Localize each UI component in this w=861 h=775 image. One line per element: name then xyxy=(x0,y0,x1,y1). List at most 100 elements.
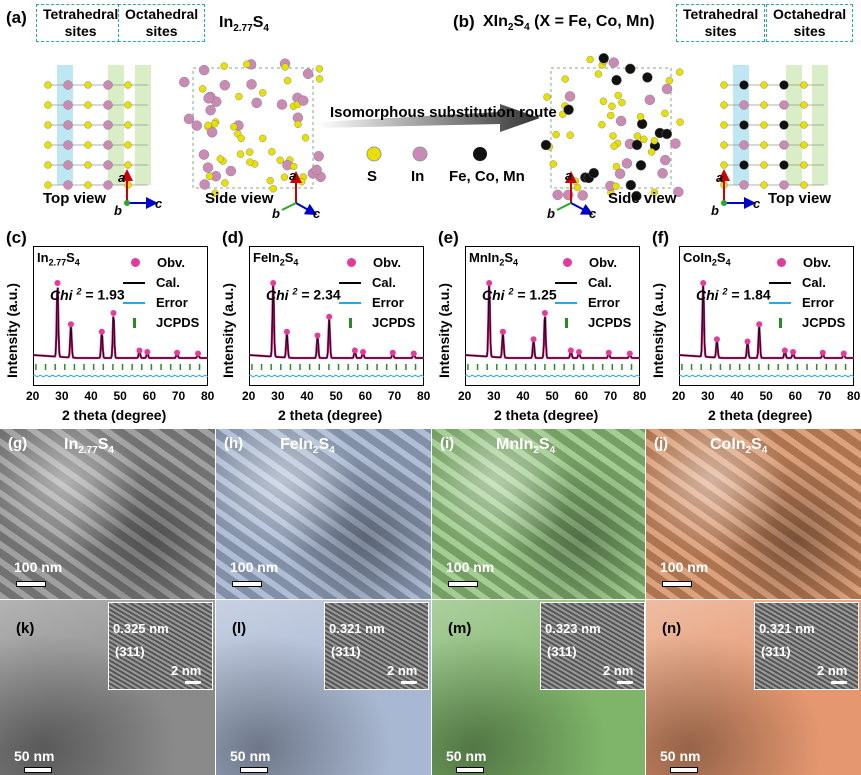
route-label: Isomorphous substitution route xyxy=(330,104,557,121)
observed-point xyxy=(781,347,788,354)
inset-scale-bar xyxy=(617,681,633,684)
legend-label: JCPDS xyxy=(588,315,632,330)
legend-item: JCPDS xyxy=(769,315,845,330)
observed-point xyxy=(605,349,612,356)
side-view-structure-left xyxy=(179,58,326,197)
x-axis-label: 2 theta (degree) xyxy=(494,407,599,423)
observed-point xyxy=(713,336,720,343)
inset-scale-bar xyxy=(831,681,847,684)
y-axis-label: Intensity (a.u.) xyxy=(436,283,452,378)
legend-item: Obv. xyxy=(769,255,831,270)
panel-label: (n) xyxy=(662,620,682,637)
scale-bar-label: 50 nm xyxy=(230,748,271,764)
legend-label: Error xyxy=(372,295,404,310)
axis-b-3: b xyxy=(547,206,555,221)
panel-label: (e) xyxy=(438,228,459,247)
legend-item: JCPDS xyxy=(123,315,199,330)
panel-label: (f) xyxy=(652,228,669,247)
observed-point xyxy=(790,349,797,355)
x-axis-label: 2 theta (degree) xyxy=(278,407,383,423)
xrd-panel-f: (f) Intensity (a.u.) CoIn2S4 Chi 2 = 1.84 Ob… xyxy=(646,226,861,426)
observed-point xyxy=(700,280,707,286)
panel-label-a: (a) xyxy=(6,8,27,27)
xrd-plot xyxy=(465,280,640,378)
x-tick-label: 80 xyxy=(201,389,215,403)
x-tick-label: 20 xyxy=(672,389,686,403)
x-axis-label: 2 theta (degree) xyxy=(708,407,813,423)
axis-a-4: a xyxy=(716,170,724,185)
scale-bar-label: 50 nm xyxy=(14,748,55,764)
plot-frame xyxy=(465,246,640,386)
plot-frame xyxy=(33,246,208,386)
hrtem-inset: 0.325 nm (311) 2 nm xyxy=(108,602,213,690)
legend-item: Error xyxy=(769,295,834,310)
observed-point xyxy=(530,336,537,343)
sample-name: MnIn2S4 xyxy=(496,436,556,457)
y-axis-label: Intensity (a.u.) xyxy=(220,283,236,378)
observed-point xyxy=(174,349,181,356)
calculated-series xyxy=(249,283,424,359)
x-tick-label: 50 xyxy=(113,389,127,403)
observed-point xyxy=(840,350,847,357)
x-tick-label: 70 xyxy=(387,389,402,403)
sem-image-panel: (h) FeIn2S4 100 nm xyxy=(216,429,431,599)
axis-b-2: b xyxy=(272,206,280,221)
substitution-arrow xyxy=(318,104,540,132)
calculated-series xyxy=(679,283,854,359)
plot-frame xyxy=(679,246,854,386)
panel-label: (g) xyxy=(8,435,28,452)
x-tick-label: 20 xyxy=(458,389,472,403)
observed-point xyxy=(54,280,61,286)
scale-bar xyxy=(662,581,692,587)
lattice-plane: (311) xyxy=(115,644,145,659)
sample-name: MnIn2S4 xyxy=(469,250,519,268)
legend-label: Error xyxy=(802,295,834,310)
legend-marker xyxy=(339,301,361,304)
observed-point xyxy=(144,349,151,355)
plot-frame xyxy=(249,246,424,386)
scale-bar xyxy=(232,581,262,587)
x-tick-label: 70 xyxy=(171,389,186,403)
sample-name: In2.77S4 xyxy=(64,436,114,457)
legend-x-atom xyxy=(473,147,487,161)
observed-point xyxy=(98,328,105,335)
x-tick-label: 50 xyxy=(759,389,773,403)
xrd-plot xyxy=(679,280,854,378)
legend-marker xyxy=(769,281,791,284)
chi-squared-value: Chi 2 = 1.25 xyxy=(482,286,557,303)
scale-bar-label: 100 nm xyxy=(230,559,279,575)
scale-bar-label: 100 nm xyxy=(660,559,709,575)
calculated-series xyxy=(33,287,208,359)
legend-item: Error xyxy=(339,295,404,310)
legend-item: JCPDS xyxy=(339,315,415,330)
legend-marker xyxy=(347,258,356,267)
x-tick-label: 40 xyxy=(300,389,314,403)
x-tick-label: 50 xyxy=(329,389,343,403)
legend-label: JCPDS xyxy=(372,315,416,330)
compound-a-title: In2.77S4 xyxy=(219,14,269,35)
legend-label: Obv. xyxy=(373,255,401,270)
axis-c-4: c xyxy=(753,196,761,211)
lattice-spacing: 0.325 nm xyxy=(113,621,169,636)
lattice-plane: (311) xyxy=(331,644,361,659)
observed-point xyxy=(351,347,358,354)
x-tick-label: 30 xyxy=(487,389,501,403)
inset-scale-bar xyxy=(401,681,417,684)
sem-image-panel: (j) CoIn2S4 100 nm xyxy=(646,429,861,599)
legend-marker xyxy=(131,258,140,267)
sample-name: FeIn2S4 xyxy=(253,250,299,268)
axis-c-1: c xyxy=(155,196,163,211)
panel-label: (k) xyxy=(16,620,35,637)
legend-item: Error xyxy=(123,295,188,310)
legend-item: Cal. xyxy=(123,275,180,290)
observed-point xyxy=(541,310,548,316)
legend-in-atom xyxy=(412,146,428,162)
error-series xyxy=(679,374,854,378)
x-tick-label: 70 xyxy=(817,389,832,403)
legend-label: Cal. xyxy=(802,275,826,290)
x-tick-label: 40 xyxy=(730,389,744,403)
inset-scale-label: 2 nm xyxy=(387,663,418,678)
panel-label: (j) xyxy=(654,435,669,452)
inset-scale-label: 2 nm xyxy=(171,663,202,678)
inset-scale-bar xyxy=(185,681,201,684)
